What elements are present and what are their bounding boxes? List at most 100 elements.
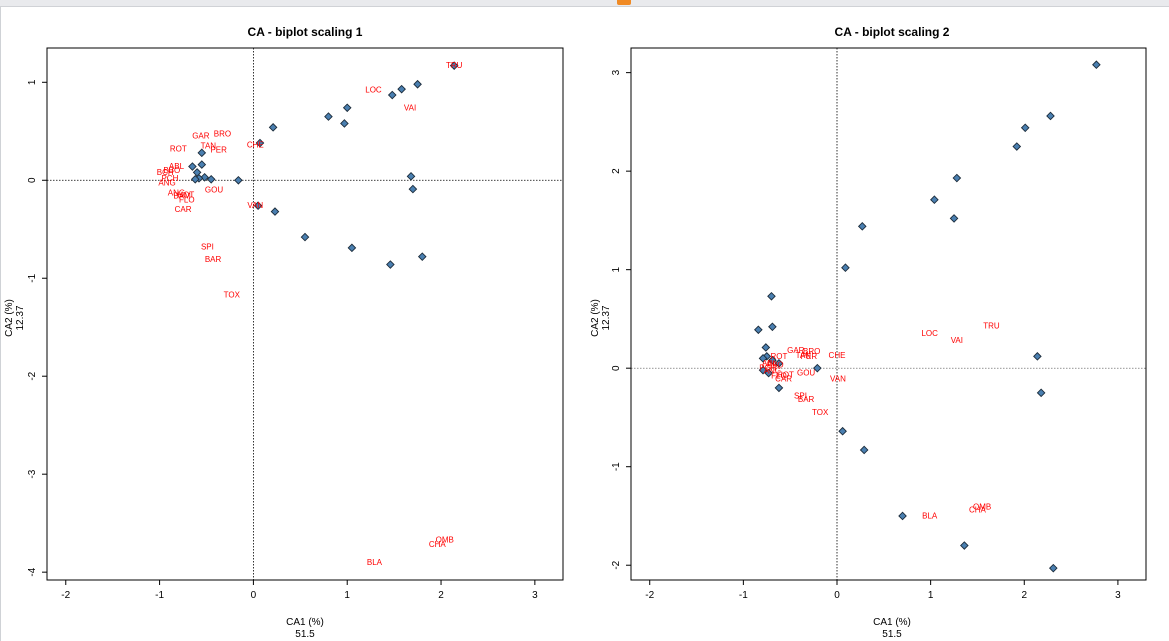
site-point: [813, 363, 822, 373]
site-point: [206, 174, 216, 184]
site-point: [758, 365, 768, 375]
site-point: [413, 79, 422, 89]
species-label: TOX: [224, 290, 241, 299]
species-label: HOT: [777, 371, 794, 380]
species-label: ROT: [170, 144, 187, 153]
species-label: BBO: [163, 166, 180, 175]
species-label: FLO: [771, 372, 787, 381]
species-label: CAR: [175, 205, 192, 214]
site-point: [270, 207, 280, 216]
y-axis-label-value: 12.37: [15, 305, 26, 330]
x-tick-label: -2: [61, 590, 70, 601]
species-label: OMB: [436, 535, 454, 544]
x-axis-label-name: CA1 (%): [286, 617, 324, 628]
chart-title: CA - biplot scaling 2: [835, 25, 950, 39]
y-axis-label: CA2 (%) 12.37: [4, 299, 26, 337]
species-label: ABL: [762, 359, 778, 368]
species-label: TRU: [446, 61, 463, 70]
y-axis-label: CA2 (%) 12.37: [590, 299, 612, 337]
species-label: PCH: [759, 364, 776, 373]
y-tick-label: -2: [611, 560, 622, 569]
species-label: PER: [210, 145, 227, 154]
species-label: LOC: [921, 329, 938, 338]
y-tick-label: 1: [611, 266, 622, 272]
site-point: [761, 343, 771, 352]
site-point: [930, 195, 939, 205]
species-label: ROT: [771, 352, 788, 361]
species-label: PCH: [161, 174, 178, 183]
site-point: [342, 103, 352, 113]
site-point: [960, 541, 969, 550]
site-point: [200, 173, 209, 182]
site-point: [758, 354, 768, 363]
species-label: BAR: [798, 395, 815, 404]
species-label: ANG: [168, 189, 185, 198]
ca-biplot-scaling-2-panel: CA - biplot scaling 2 CA1 (%) 51.5 CA2 (…: [590, 25, 1147, 640]
x-axis-label: CA1 (%) 51.5: [286, 617, 324, 640]
pane-resize-handle[interactable]: [617, 0, 631, 5]
species-label: VAN: [830, 375, 846, 384]
species-label: BLA: [367, 558, 383, 567]
x-axis-label-value: 51.5: [882, 629, 902, 640]
site-point: [857, 222, 867, 231]
x-tick-label: -1: [155, 590, 164, 601]
y-tick-label: -2: [27, 371, 38, 380]
species-label: VAN: [247, 201, 263, 210]
site-point: [397, 84, 406, 94]
species-label: ANG: [764, 367, 781, 376]
x-tick-label: 0: [251, 590, 257, 601]
plot-frame: [46, 47, 564, 581]
x-tick-label: 2: [438, 590, 444, 601]
species-label: GOU: [797, 369, 815, 378]
site-point: [387, 90, 397, 100]
site-point: [898, 511, 907, 521]
site-point: [197, 160, 207, 169]
x-tick-label: -2: [645, 590, 654, 601]
ca-biplot-scaling-1-panel: CA - biplot scaling 1 CA1 (%) 51.5 CA2 (…: [4, 25, 564, 640]
site-point: [1020, 123, 1030, 133]
species-label: BAR: [205, 255, 222, 264]
site-point: [268, 123, 278, 132]
species-label: CHA: [969, 506, 987, 515]
site-point: [300, 232, 310, 242]
site-point: [768, 322, 777, 332]
site-point: [774, 358, 784, 368]
site-point: [190, 174, 200, 184]
species-label: GAR: [192, 132, 210, 141]
site-point: [197, 148, 207, 158]
species-label: TAN: [796, 351, 812, 360]
y-axis-label-name: CA2 (%): [4, 299, 15, 337]
y-tick-label: 0: [611, 365, 622, 371]
species-label: FLO: [179, 195, 195, 204]
species-label: ANG: [158, 179, 175, 188]
species-label: OMB: [973, 503, 991, 512]
site-point: [406, 172, 416, 181]
species-label: GOU: [205, 186, 223, 195]
y-axis-label-value: 12.37: [601, 305, 612, 330]
site-point: [347, 243, 357, 253]
site-point: [952, 173, 962, 183]
species-label: SPI: [201, 242, 214, 251]
species-label: ABL: [169, 162, 185, 171]
site-point: [417, 252, 427, 261]
site-point: [1033, 352, 1042, 361]
species-label: PER: [801, 352, 818, 361]
species-label: HOT: [177, 190, 194, 199]
species-label: VAI: [951, 336, 963, 345]
site-point: [767, 291, 776, 301]
window-top-bar: [0, 0, 1169, 7]
window-left-border: [0, 7, 1, 641]
site-point: [1036, 388, 1046, 398]
species-label: VAI: [404, 103, 416, 112]
species-label: LOC: [365, 86, 382, 95]
x-tick-label: 1: [928, 590, 934, 601]
species-label: BRO: [803, 347, 820, 356]
site-point: [774, 383, 784, 393]
site-point: [1092, 60, 1101, 70]
species-label: BCH: [157, 168, 174, 177]
site-point: [764, 368, 773, 378]
x-axis-label: CA1 (%) 51.5: [873, 617, 911, 640]
x-tick-label: 2: [1021, 590, 1027, 601]
